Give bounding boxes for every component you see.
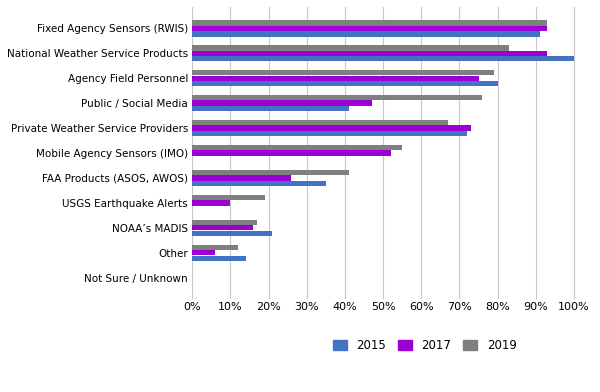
Bar [192, 170, 349, 175]
Bar [192, 81, 497, 86]
Bar [192, 145, 402, 150]
Bar [192, 106, 349, 111]
Bar [192, 220, 257, 225]
Bar [192, 256, 245, 261]
Bar [192, 181, 326, 186]
Bar [192, 225, 253, 230]
Bar [192, 150, 391, 156]
Bar [192, 45, 509, 51]
Bar [192, 51, 547, 56]
Bar [192, 131, 467, 136]
Bar [192, 230, 272, 236]
Bar [192, 200, 230, 205]
Bar [192, 31, 539, 36]
Bar [192, 245, 238, 250]
Bar [192, 26, 547, 31]
Bar [192, 175, 292, 181]
Bar [192, 76, 479, 81]
Bar [192, 125, 471, 131]
Bar [192, 250, 215, 256]
Bar [192, 120, 448, 125]
Bar [192, 70, 494, 75]
Bar [192, 195, 265, 200]
Bar [192, 100, 371, 106]
Bar [192, 95, 482, 100]
Bar [192, 20, 547, 25]
Legend: 2015, 2017, 2019: 2015, 2017, 2019 [328, 334, 521, 357]
Bar [192, 56, 574, 62]
